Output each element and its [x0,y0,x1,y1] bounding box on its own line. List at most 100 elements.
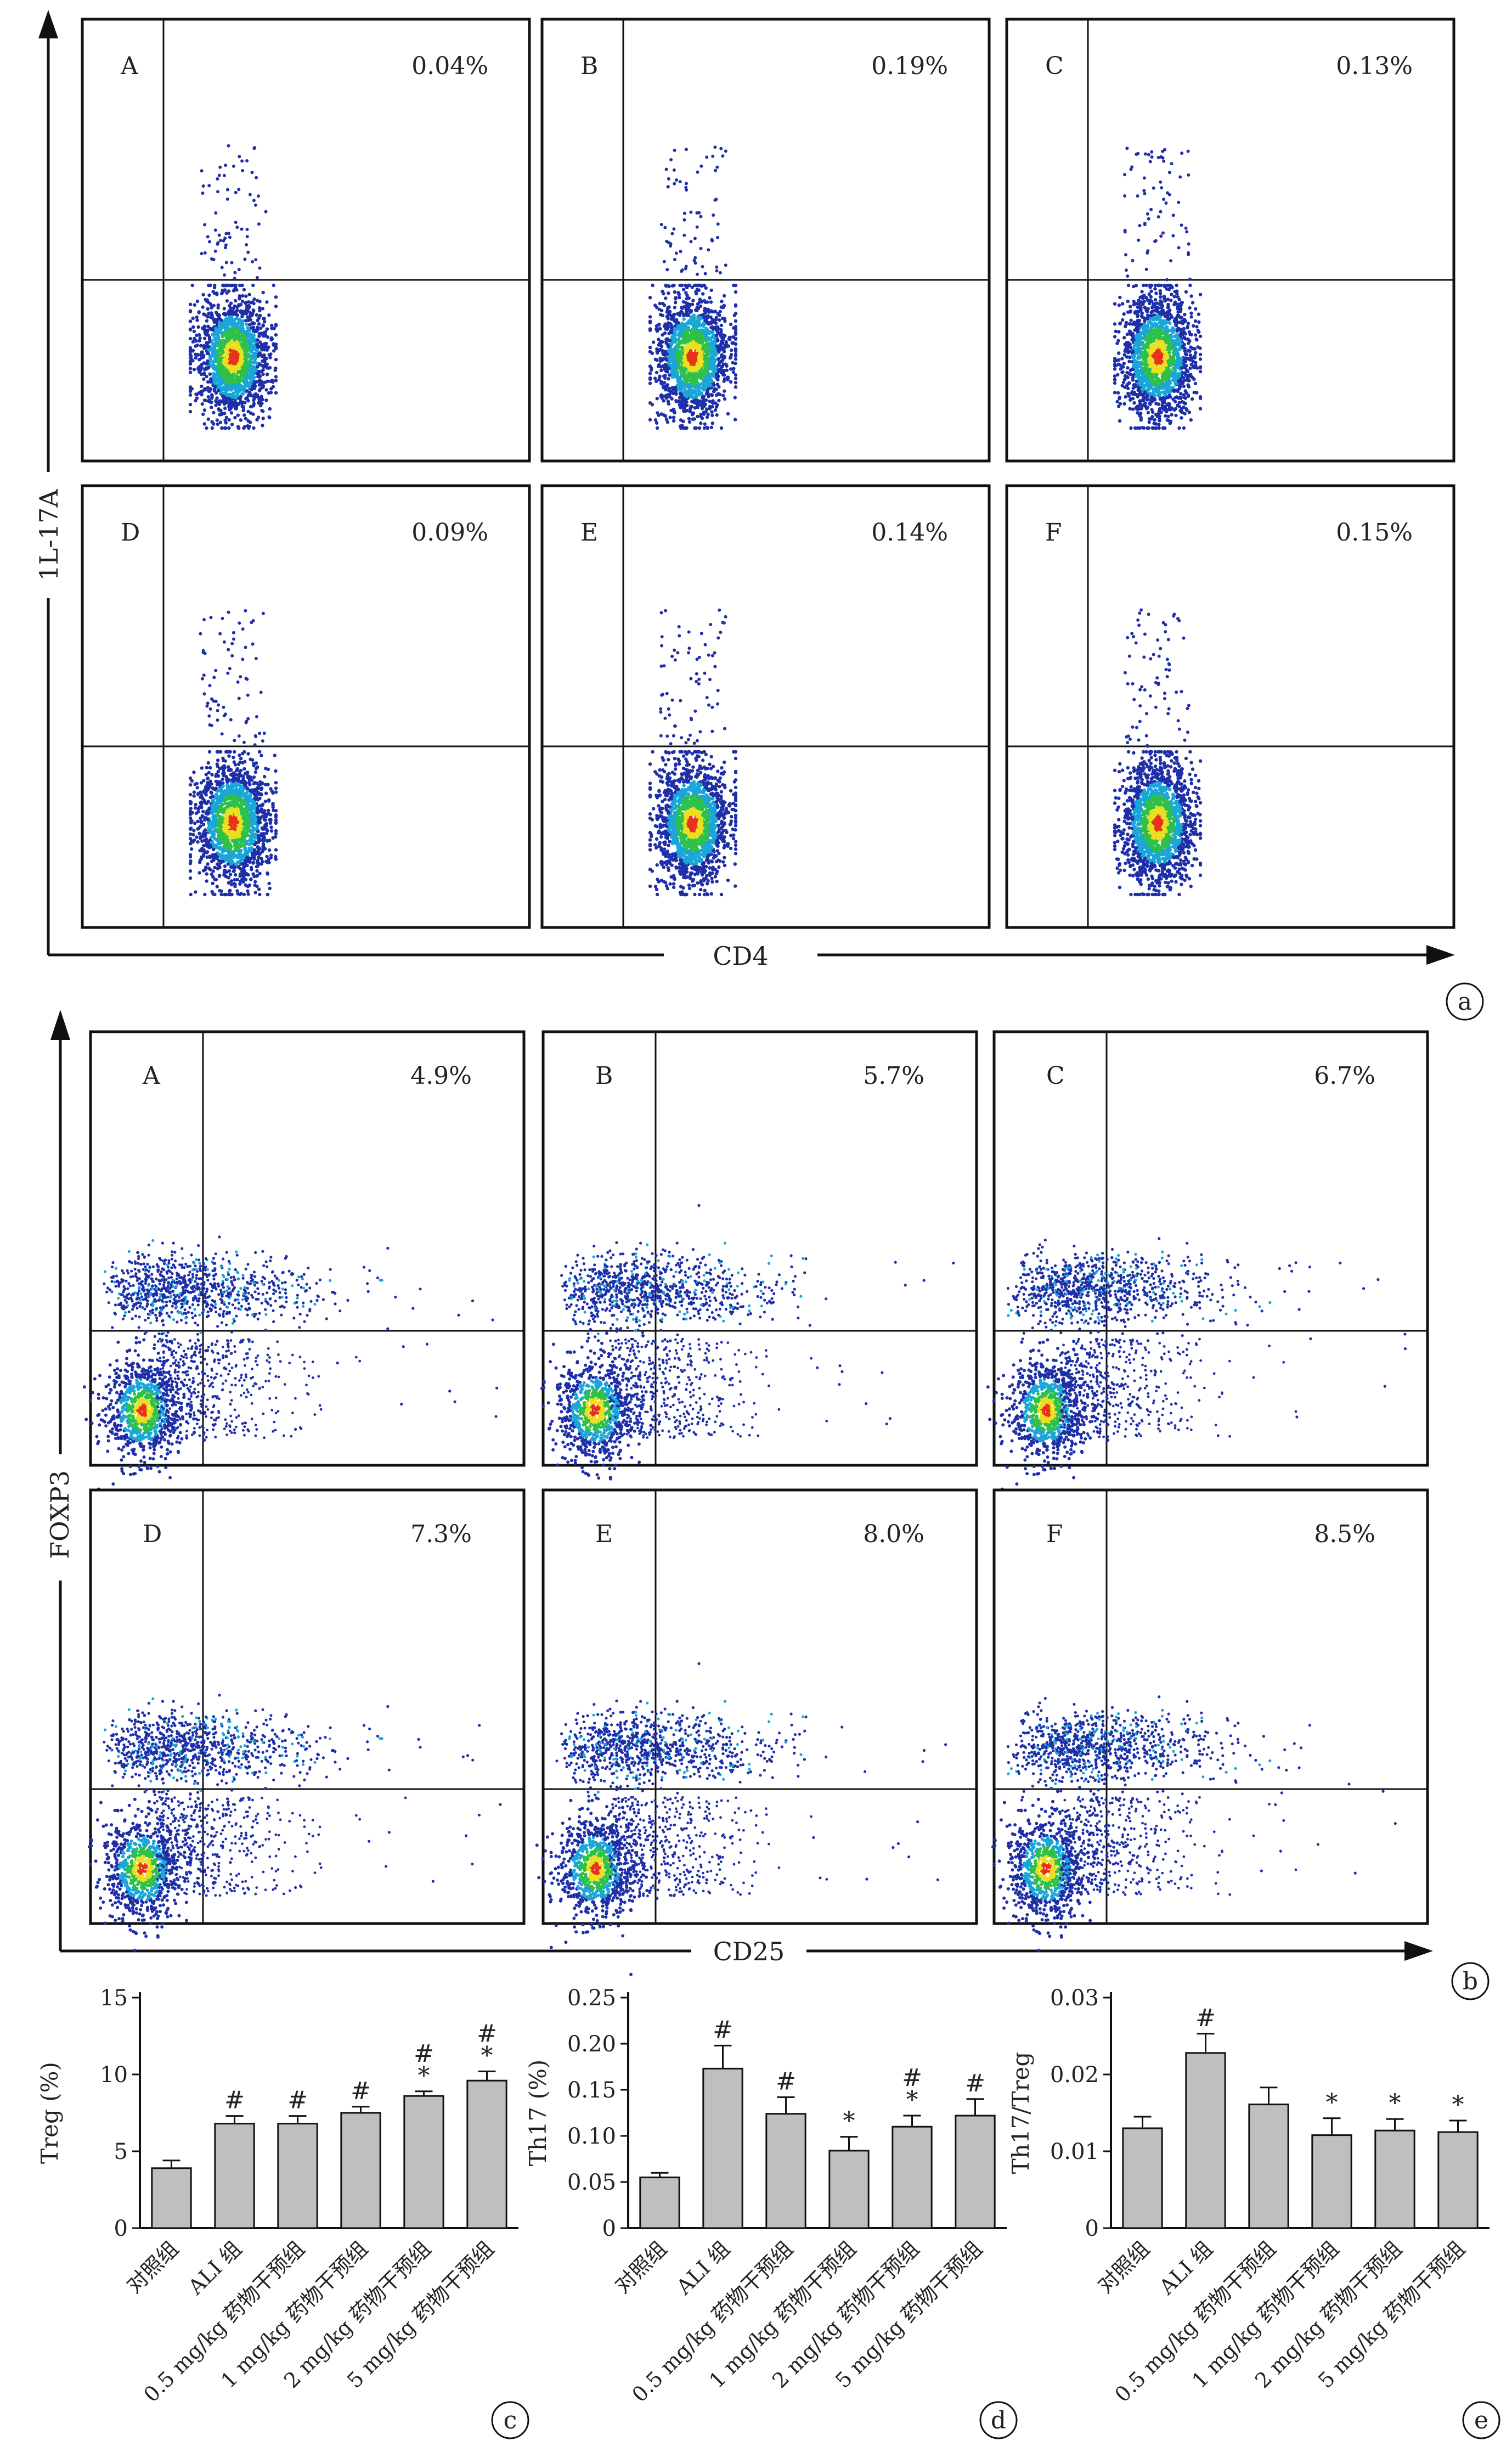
panel-b-plot-b: B 5.7% [540,1032,977,1494]
significance-mark: # [713,2016,733,2044]
plot-label: E [580,519,598,547]
y-tick-label: 0.10 [567,2124,616,2149]
bar [1249,2105,1288,2228]
plot-percentage: 8.0% [863,1520,924,1548]
y-tick-label: 0 [114,2216,128,2241]
bar [766,2114,805,2228]
category-label: ALI 组 [183,2236,246,2299]
panel-a-plot-b: B 0.19% [542,19,989,461]
panel-a-x-label: CD4 [713,941,768,971]
bar [404,2096,443,2228]
panel-a-plot-f: F 0.15% [1007,486,1454,927]
panel-b-y-arrowhead [50,1010,70,1040]
significance-mark: * [481,2042,493,2070]
bar [1186,2053,1225,2228]
plot-label: D [121,519,140,547]
chart-tag: e [1474,2406,1488,2434]
y-axis-label: Treg (%) [36,2062,63,2164]
significance-mark: # [1195,2004,1216,2032]
bar [1438,2132,1477,2228]
y-tick-label: 5 [114,2139,128,2164]
panel-b-plots: A 4.9% B 5.7% C 6.7% D 7.3% E 8.0% F 8.5% [83,1032,1428,1976]
significance-mark: # [224,2087,245,2115]
category-label: 对照组 [1093,2236,1154,2298]
significance-mark: * [1389,2089,1401,2117]
plot-percentage: 8.5% [1314,1520,1375,1548]
plot-percentage: 0.13% [1336,52,1413,80]
panel-b-tag: b [1463,1967,1478,1995]
panel-b-y-label: FOXP3 [45,1470,75,1559]
significance-mark: * [1452,2091,1464,2119]
panel-b-plot-a: A 4.9% [83,1032,524,1518]
bar [893,2127,932,2228]
panel-a-tag: a [1458,988,1472,1016]
plot-label: F [1046,1520,1063,1548]
bar [830,2151,868,2228]
panel-a-plots: A 0.04% B 0.19% C 0.13% D 0.09% E 0.14% F 0.15% [82,19,1454,927]
category-label: 对照组 [122,2236,183,2298]
plot-percentage: 5.7% [863,1062,924,1090]
plot-label: C [1046,1062,1065,1090]
plot-percentage: 0.09% [411,519,488,547]
panel-a-y-arrowhead [38,10,58,38]
plot-label: B [595,1062,613,1090]
bar [278,2124,317,2228]
y-tick-label: 15 [100,1986,128,2011]
significance-mark: * [1326,2089,1338,2117]
bar [467,2080,506,2228]
y-tick-label: 0.25 [567,1986,616,2011]
y-axis-label: Th17 (%) [524,2060,551,2167]
bar [1312,2135,1351,2228]
plot-label: A [142,1062,161,1090]
plot-label: E [595,1520,613,1548]
y-tick-label: 10 [100,2062,128,2088]
plot-percentage: 0.19% [871,52,948,80]
plot-label: B [580,52,598,80]
y-tick-label: 0.20 [567,2032,616,2057]
chart-tag: c [504,2406,517,2434]
plot-label: D [143,1520,162,1548]
plot-percentage: 6.7% [1314,1062,1375,1090]
y-tick-label: 0 [1085,2216,1099,2241]
plot-label: C [1045,52,1064,80]
significance-mark: * [418,2062,430,2090]
panel-b-x-arrowhead [1404,1941,1433,1961]
bar [640,2178,679,2228]
y-tick-label: 0.05 [567,2170,616,2195]
panel-b-plot-e: E 8.0% [535,1490,977,1976]
panel-a-x-arrowhead [1426,945,1455,965]
panel-a-y-label: 1L-17A [34,489,64,581]
panel-a-plot-d: D 0.09% [82,486,529,927]
bar [215,2124,254,2228]
panel-a-plot-e: E 0.14% [542,486,989,927]
y-tick-label: 0.03 [1050,1986,1099,2011]
plot-frame [1007,19,1454,461]
figure: CD4 1L-17A a A 0.04% B 0.19% C 0.13%D 0.09% E 0.… [0,0,1512,2463]
y-tick-label: 0.01 [1050,2139,1099,2164]
chart-tag: d [991,2406,1006,2434]
plot-percentage: 4.9% [410,1062,472,1090]
panel-a-plot-c: C 0.13% [1007,19,1454,461]
plot-percentage: 7.3% [410,1520,472,1548]
significance-mark: # [351,2077,371,2105]
category-label: ALI 组 [1154,2236,1217,2299]
plot-frame [1007,486,1454,927]
bar [1375,2130,1414,2228]
bar [341,2113,380,2228]
significance-mark: * [843,2107,855,2135]
bar [152,2168,191,2228]
bar [1123,2128,1162,2228]
y-tick-label: 0.15 [567,2078,616,2103]
panel-a-plot-a: A 0.04% [82,19,529,461]
category-label: 对照组 [610,2236,672,2298]
y-tick-label: 0 [602,2216,616,2241]
panel-b-x-label: CD25 [713,1937,785,1966]
panel-b-plot-c: C 6.7% [986,1032,1428,1518]
category-label: ALI 组 [672,2236,735,2299]
bar [703,2068,742,2228]
plot-frame [82,486,529,927]
plot-label: A [120,52,139,80]
